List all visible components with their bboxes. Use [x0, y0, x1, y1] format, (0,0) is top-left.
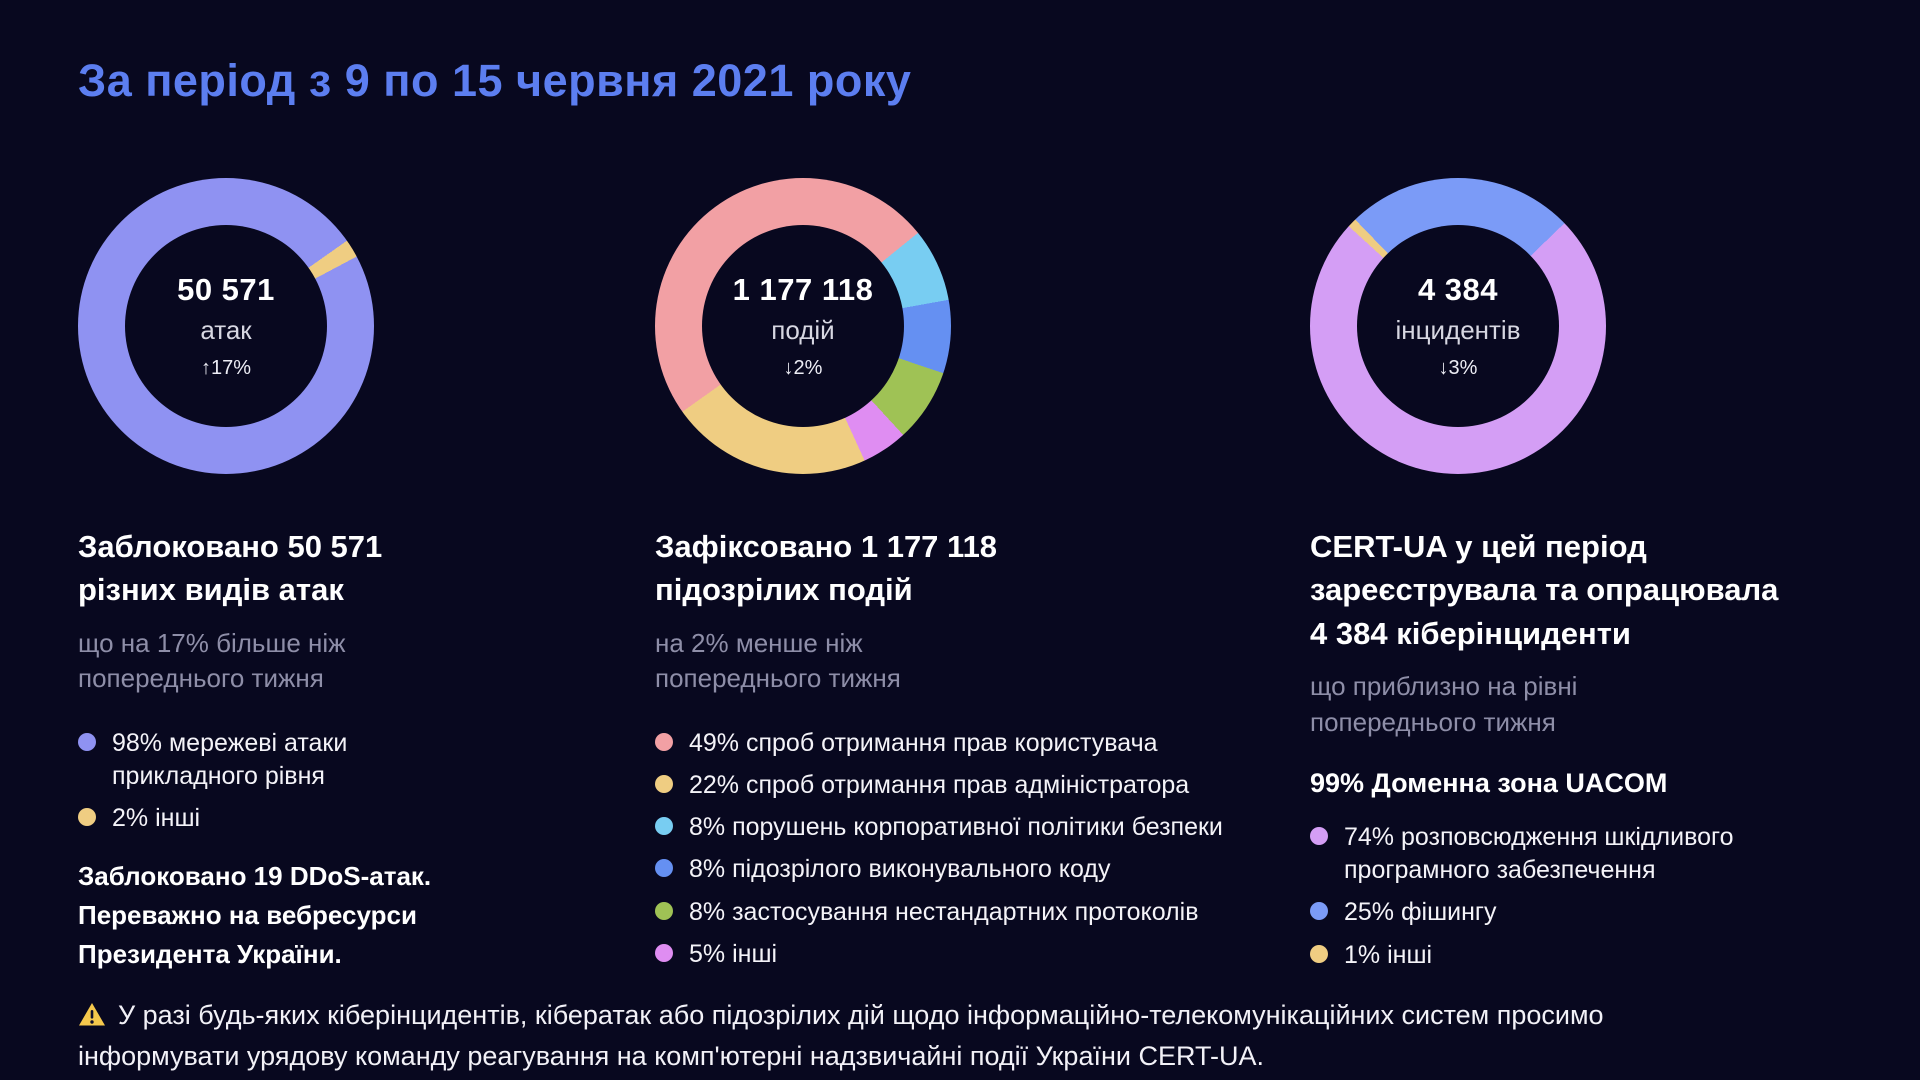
legend-color-dot	[78, 732, 96, 751]
events-subtext: на 2% менше ніж попереднього тижня	[655, 627, 901, 694]
attacks-delta: ↑17%	[200, 357, 252, 379]
attacks-donut-chart: 50 571 атак ↑17%	[78, 178, 374, 474]
legend-color-dot	[78, 808, 96, 826]
attacks-subtext: що на 17% більше ніж попереднього тижня	[78, 627, 346, 694]
incidents-legend: 74% розповсюдження шкідливого програмног…	[1310, 821, 1870, 972]
legend-item: 8% застосування нестандартних протоколів	[655, 896, 1245, 929]
legend-item: 1% інші	[1310, 939, 1870, 972]
legend-color-dot	[655, 774, 673, 793]
legend-item: 8% порушень корпоративної політики безпе…	[655, 811, 1245, 844]
incidents-donut-center: 4 384 інцидентів ↓3%	[1310, 178, 1606, 474]
legend-item: 74% розповсюдження шкідливого програмног…	[1310, 821, 1870, 888]
legend-color-dot	[1310, 826, 1328, 845]
attacks-legend: 98% мережеві атаки прикладного рівня 2% …	[78, 727, 578, 836]
incidents-count: 4 384	[1417, 272, 1499, 307]
attacks-unit-label: атак	[200, 315, 252, 345]
page-title: За період з 9 по 15 червня 2021 року	[78, 55, 912, 106]
incidents-heading: CERT-UA у цей період зареєструвала та оп…	[1310, 529, 1779, 651]
events-heading: Зафіксовано 1 177 118 підозрілих подій	[655, 529, 998, 608]
legend-item: 8% підозрілого виконувального коду	[655, 853, 1245, 886]
attacks-column: 50 571 атак ↑17% Заблоковано 50 571 різн…	[78, 178, 578, 981]
legend-item: 49% спроб отримання прав користувача	[655, 727, 1245, 760]
footer-line-1: У разі будь-яких кіберінцидентів, кібера…	[78, 995, 1698, 1036]
legend-color-dot	[1310, 902, 1328, 921]
legend-item: 5% інші	[655, 938, 1245, 971]
legend-color-dot	[655, 901, 673, 920]
events-column: 1 177 118 подій ↓2% Зафіксовано 1 177 11…	[655, 178, 1245, 981]
events-count: 1 177 118	[732, 272, 874, 307]
legend-item: 22% спроб отримання прав адміністратора	[655, 769, 1245, 802]
legend-color-dot	[655, 943, 673, 962]
incidents-subtext: що приблизно на рівні попереднього тижня	[1310, 671, 1578, 737]
incidents-column: 4 384 інцидентів ↓3% CERT-UA у цей періо…	[1310, 178, 1870, 981]
warning-icon	[79, 1003, 105, 1026]
events-donut-chart: 1 177 118 подій ↓2%	[655, 178, 951, 474]
incidents-delta: ↓3%	[1438, 357, 1478, 379]
events-delta: ↓2%	[783, 357, 823, 379]
incidents-donut-chart: 4 384 інцидентів ↓3%	[1310, 178, 1606, 474]
legend-item: 2% інші	[78, 802, 578, 835]
ddos-note: Заблоковано 19 DDoS-атак. Переважно на в…	[78, 861, 432, 970]
attacks-count: 50 571	[177, 272, 275, 307]
legend-item: 98% мережеві атаки прикладного рівня	[78, 727, 578, 794]
legend-color-dot	[655, 732, 673, 751]
incidents-unit-label: інцидентів	[1395, 315, 1521, 345]
legend-color-dot	[655, 817, 673, 835]
domain-zone-subheading: 99% Доменна зона UACOM	[1310, 767, 1668, 798]
legend-item: 25% фішингу	[1310, 896, 1870, 929]
stats-columns: 50 571 атак ↑17% Заблоковано 50 571 різн…	[78, 178, 1870, 981]
legend-color-dot	[1310, 944, 1328, 963]
events-donut-center: 1 177 118 подій ↓2%	[655, 178, 951, 474]
events-legend: 49% спроб отримання прав користувача 22%…	[655, 727, 1245, 972]
attacks-donut-center: 50 571 атак ↑17%	[78, 178, 374, 474]
footer-notice: У разі будь-яких кіберінцидентів, кібера…	[78, 995, 1698, 1077]
attacks-heading: Заблоковано 50 571 різних видів атак	[78, 529, 383, 608]
legend-color-dot	[655, 859, 673, 878]
footer-line-2: інформувати урядову команду реагування н…	[78, 1041, 1264, 1072]
events-unit-label: подій	[771, 315, 835, 345]
